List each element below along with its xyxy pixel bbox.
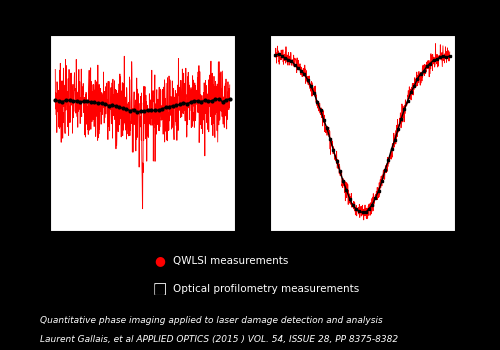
Y-axis label: Height (nm): Height (nm) xyxy=(12,102,22,164)
X-axis label: Distance (μm): Distance (μm) xyxy=(326,254,400,265)
Text: □: □ xyxy=(153,281,167,296)
Text: ■: ■ xyxy=(156,284,164,294)
Text: QWLSI measurements: QWLSI measurements xyxy=(172,256,288,266)
X-axis label: Distance (μm): Distance (μm) xyxy=(106,254,180,265)
Text: Laurent Gallais, et al APPLIED OPTICS (2015 ) VOL. 54, ISSUE 28, PP 8375-8382: Laurent Gallais, et al APPLIED OPTICS (2… xyxy=(40,335,398,344)
Text: ■: ■ xyxy=(154,282,166,295)
Text: Optical profilometry measurements: Optical profilometry measurements xyxy=(172,284,359,294)
Text: ●: ● xyxy=(154,254,166,267)
Text: Quantitative phase imaging applied to laser damage detection and analysis: Quantitative phase imaging applied to la… xyxy=(40,316,383,325)
